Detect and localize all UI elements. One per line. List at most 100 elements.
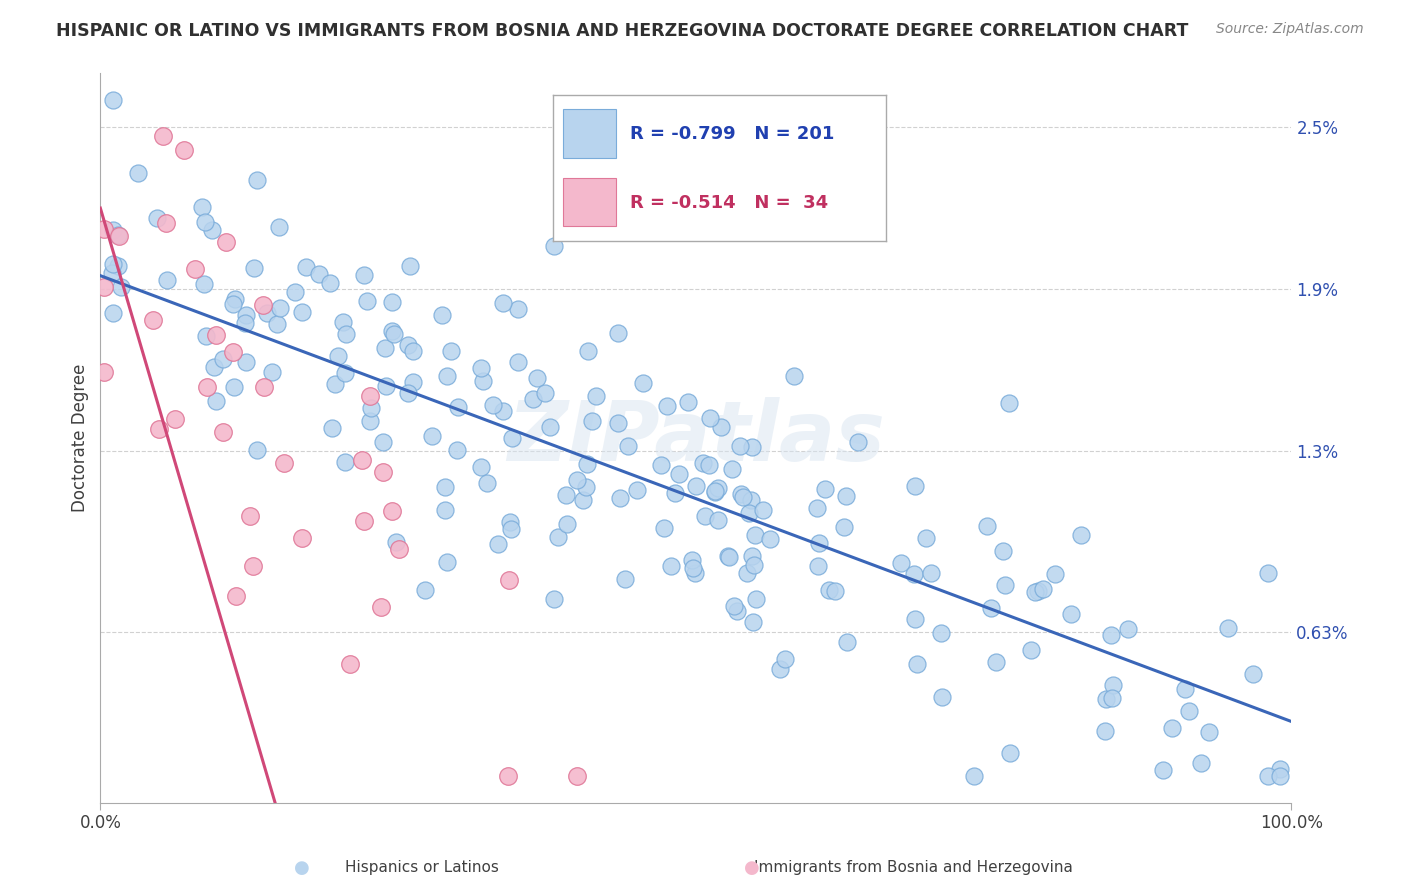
Point bbox=[222, 345, 245, 359]
Point bbox=[616, 439, 638, 453]
Point bbox=[526, 371, 548, 385]
Point bbox=[730, 487, 752, 501]
Point bbox=[359, 414, 381, 428]
Point bbox=[1094, 723, 1116, 738]
Point bbox=[704, 484, 727, 499]
Point bbox=[477, 476, 499, 491]
Point bbox=[492, 404, 515, 418]
Point bbox=[235, 308, 257, 322]
Point bbox=[744, 527, 766, 541]
Point bbox=[824, 583, 846, 598]
Point bbox=[733, 490, 755, 504]
Point bbox=[745, 592, 768, 607]
Point bbox=[323, 376, 346, 391]
Point bbox=[655, 399, 678, 413]
Point bbox=[446, 442, 468, 457]
Point bbox=[683, 566, 706, 581]
Point bbox=[1189, 756, 1212, 770]
Point bbox=[371, 465, 394, 479]
Point bbox=[808, 536, 831, 550]
Point bbox=[360, 401, 382, 415]
Point bbox=[1218, 621, 1240, 635]
Point bbox=[998, 396, 1021, 410]
Point bbox=[738, 506, 761, 520]
Point bbox=[835, 489, 858, 503]
Text: Immigrants from Bosnia and Herzegovina: Immigrants from Bosnia and Herzegovina bbox=[755, 861, 1073, 875]
Point bbox=[710, 419, 733, 434]
Point bbox=[501, 431, 523, 445]
Point bbox=[434, 503, 457, 517]
Point bbox=[380, 324, 402, 338]
Point bbox=[1116, 622, 1139, 636]
Point bbox=[430, 308, 453, 322]
Point bbox=[326, 350, 349, 364]
Point bbox=[436, 369, 458, 384]
Point bbox=[496, 768, 519, 782]
Point bbox=[668, 467, 690, 482]
Point bbox=[222, 297, 245, 311]
Point bbox=[704, 484, 727, 499]
Point bbox=[382, 326, 405, 341]
Point bbox=[707, 513, 730, 527]
Point bbox=[93, 221, 115, 235]
Point bbox=[142, 313, 165, 327]
Point bbox=[291, 531, 314, 545]
Text: Source: ZipAtlas.com: Source: ZipAtlas.com bbox=[1216, 22, 1364, 37]
Point bbox=[499, 515, 522, 529]
Point bbox=[576, 343, 599, 358]
Point bbox=[381, 295, 404, 310]
Point bbox=[252, 297, 274, 311]
Point bbox=[609, 491, 631, 506]
Point bbox=[195, 380, 218, 394]
Point bbox=[145, 211, 167, 226]
Point bbox=[242, 559, 264, 574]
Point bbox=[682, 561, 704, 575]
Point bbox=[1257, 768, 1279, 782]
Text: ●: ● bbox=[744, 859, 761, 877]
Point bbox=[1257, 566, 1279, 580]
Y-axis label: Doctorate Degree: Doctorate Degree bbox=[72, 364, 89, 512]
Point bbox=[575, 480, 598, 494]
Point bbox=[352, 453, 374, 467]
Point bbox=[664, 485, 686, 500]
Point bbox=[155, 216, 177, 230]
Point bbox=[239, 508, 262, 523]
Point bbox=[697, 458, 720, 472]
Point bbox=[101, 306, 124, 320]
Text: ZIPatlas: ZIPatlas bbox=[508, 397, 884, 478]
Point bbox=[707, 481, 730, 495]
Point bbox=[156, 273, 179, 287]
Point bbox=[555, 516, 578, 531]
Point bbox=[359, 389, 381, 403]
Point bbox=[717, 549, 740, 564]
Point bbox=[262, 365, 284, 379]
Point bbox=[650, 458, 672, 472]
Point bbox=[108, 229, 131, 244]
Point bbox=[339, 657, 361, 672]
Point bbox=[190, 200, 212, 214]
Point bbox=[998, 746, 1021, 760]
Point bbox=[782, 369, 804, 384]
Point bbox=[581, 414, 603, 428]
Point bbox=[101, 266, 124, 280]
Point bbox=[717, 550, 740, 565]
Point bbox=[554, 487, 576, 501]
Point bbox=[333, 367, 356, 381]
Point bbox=[759, 533, 782, 547]
Point bbox=[194, 215, 217, 229]
Point bbox=[607, 326, 630, 341]
Point bbox=[152, 129, 174, 144]
Point bbox=[399, 259, 422, 273]
Point bbox=[543, 592, 565, 607]
Point bbox=[806, 559, 828, 574]
Point bbox=[904, 611, 927, 625]
Point bbox=[353, 268, 375, 282]
Point bbox=[335, 327, 357, 342]
Point bbox=[202, 359, 225, 374]
Point bbox=[321, 421, 343, 435]
Point bbox=[1198, 724, 1220, 739]
Point bbox=[402, 375, 425, 389]
Point bbox=[769, 662, 792, 676]
Point bbox=[740, 492, 762, 507]
Point bbox=[93, 365, 115, 379]
